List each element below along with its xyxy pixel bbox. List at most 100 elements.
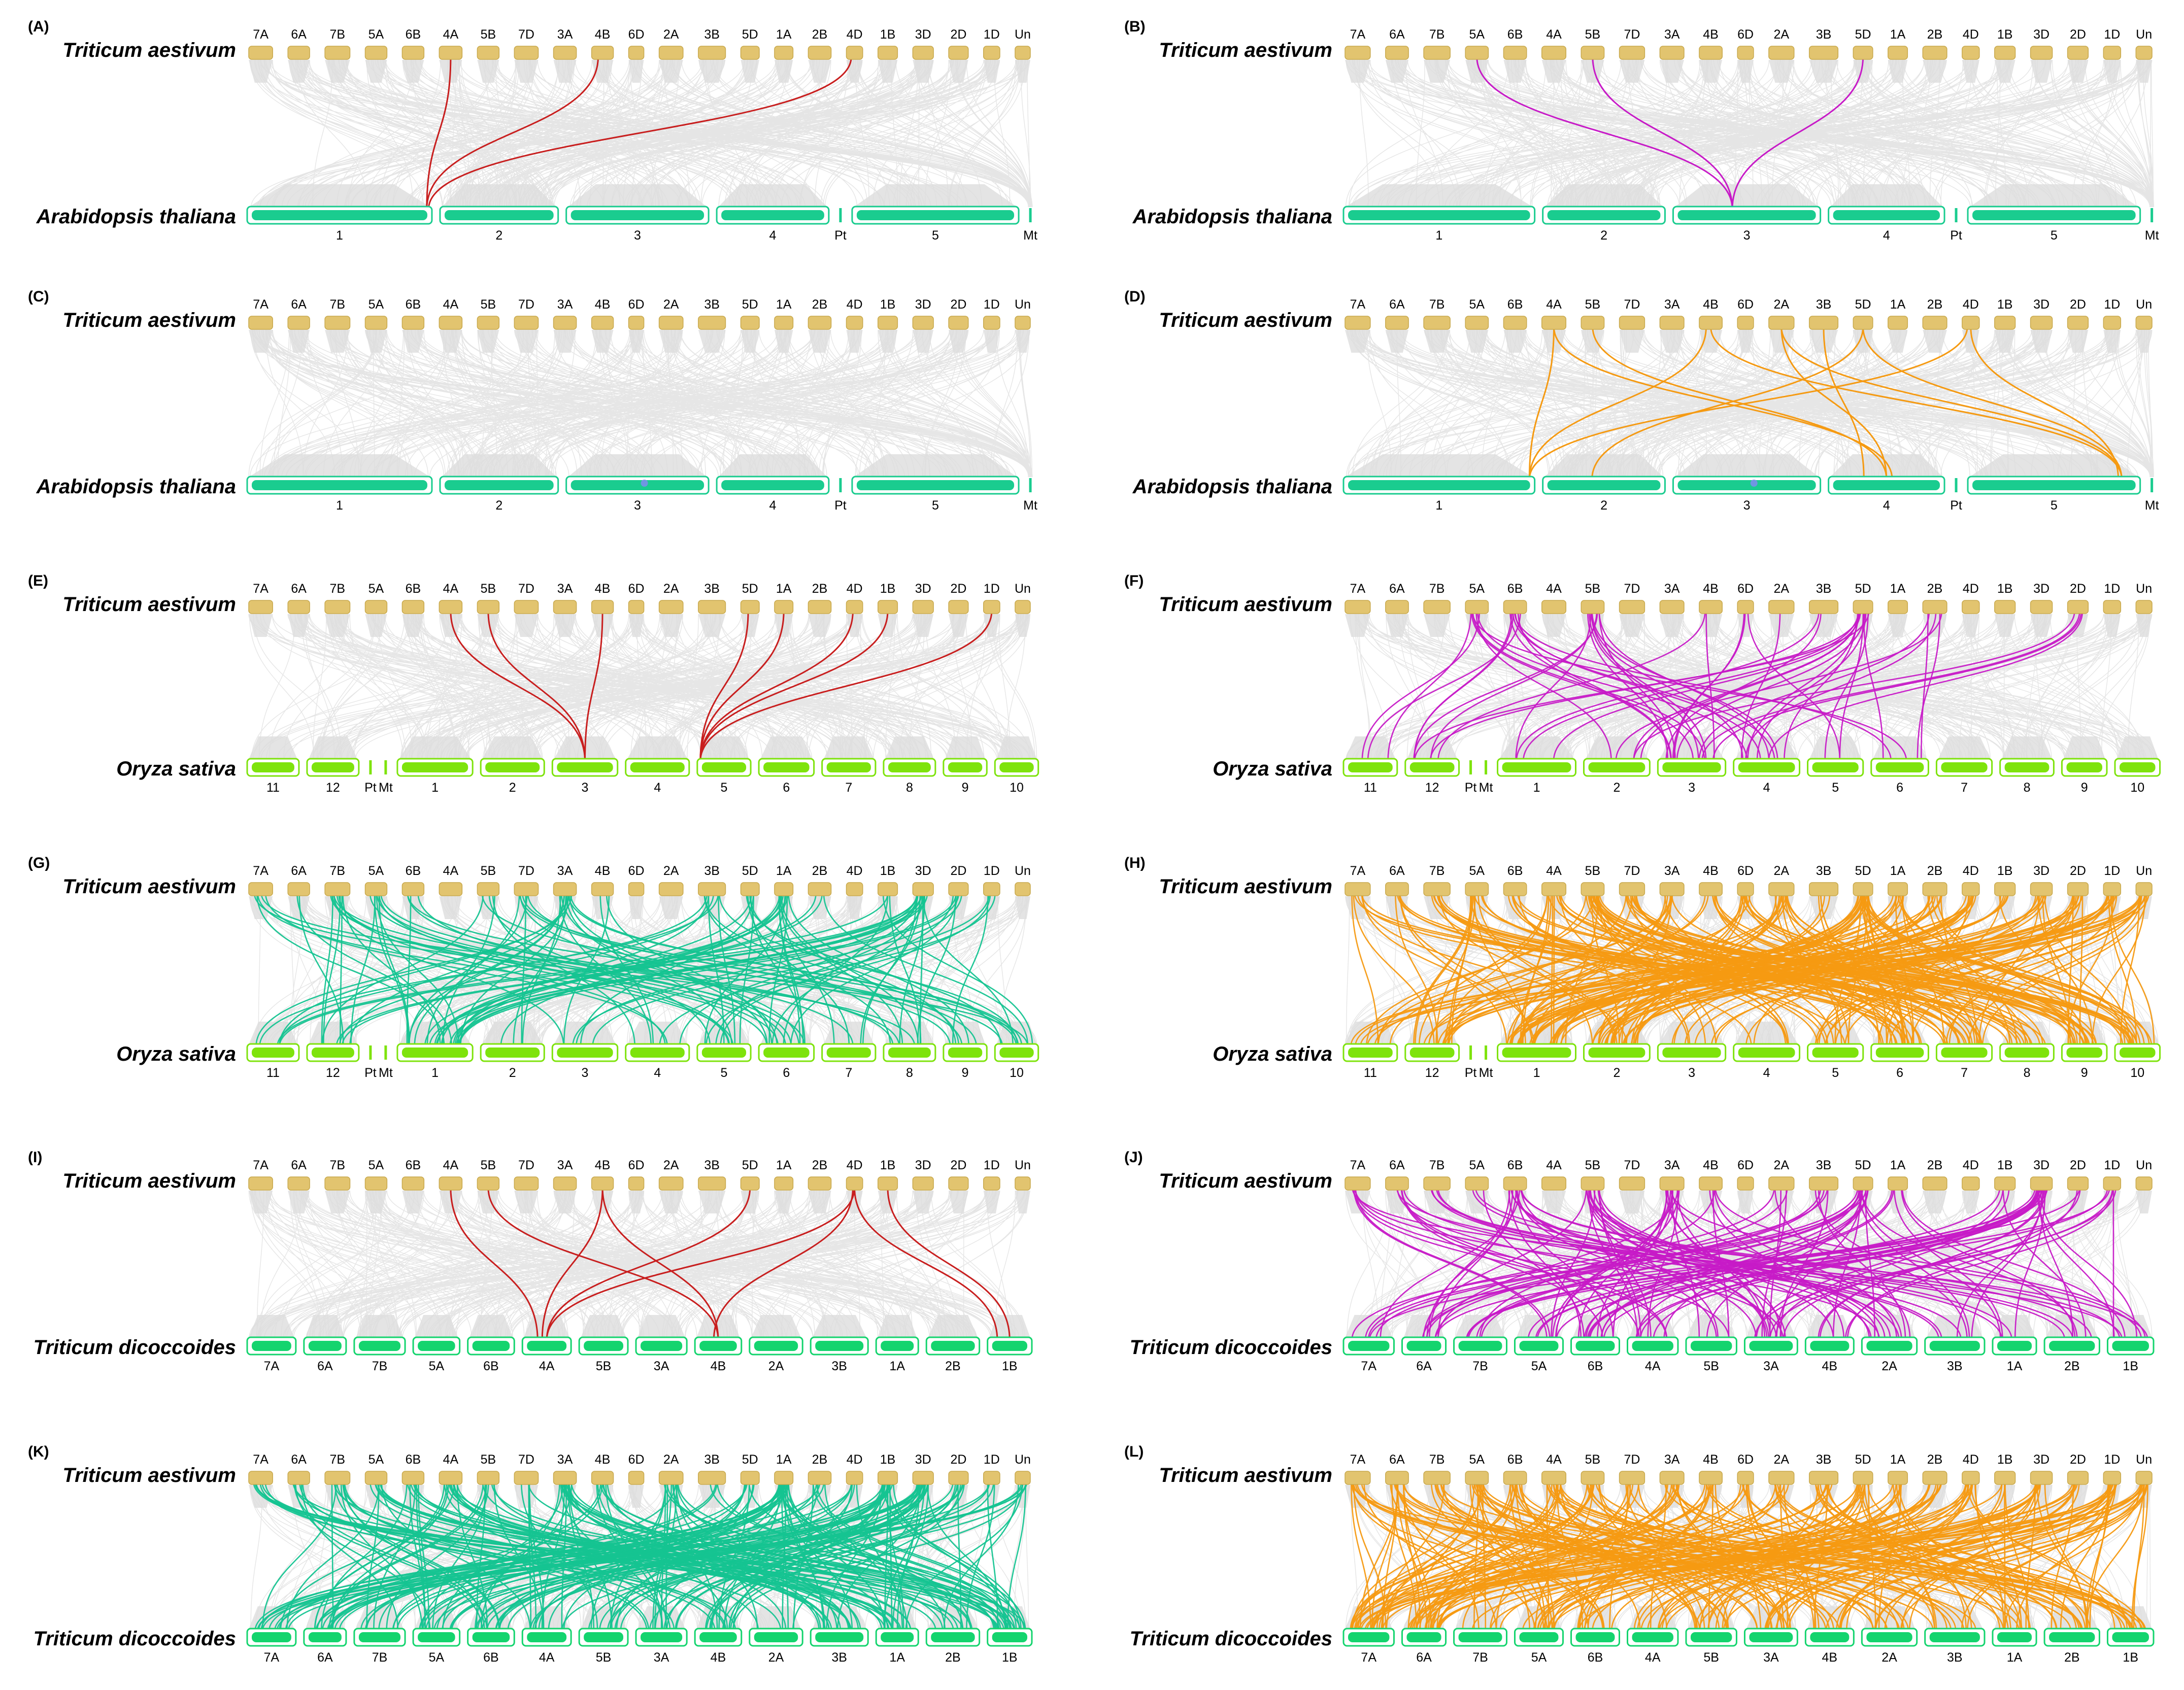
rice-chromosome-label: Mt <box>379 781 393 795</box>
bottom-fan <box>853 184 1018 207</box>
dic-chromosome-5B <box>584 1341 624 1351</box>
collinear-gene-link <box>720 893 954 1047</box>
collinear-gene-link <box>1380 1187 1520 1340</box>
wheat-chromosome-5B <box>477 882 500 896</box>
bottom-fan <box>812 1315 867 1338</box>
wheat-chromosome-5D <box>740 882 760 896</box>
rice-chromosome-2 <box>1588 1047 1645 1058</box>
dic-chromosome-label: 5B <box>1703 1650 1719 1665</box>
wheat-chromosome-4B <box>591 600 614 614</box>
top-fan <box>1737 1191 1754 1213</box>
bottom-fan <box>249 736 297 759</box>
top-species-label: Triticum aestivum <box>62 1464 236 1486</box>
arab-organelle-Pt <box>839 208 842 222</box>
collinear-gene-link <box>1353 893 1435 1047</box>
top-fan <box>325 60 350 83</box>
wheat-chromosome-label: 1B <box>1997 297 2013 312</box>
collinear-gene-link <box>450 1187 539 1340</box>
collinear-gene-link <box>1354 1481 1678 1632</box>
collinear-gene-link <box>1956 1187 2044 1340</box>
collinear-gene-link <box>1774 1481 1935 1632</box>
rice-chromosome-label: 6 <box>783 1066 790 1080</box>
dic-chromosome-2A <box>1866 1341 1912 1351</box>
top-fan <box>878 896 898 919</box>
collinear-gene-link <box>458 893 960 1047</box>
wheat-chromosome-label: 4A <box>443 1452 459 1467</box>
rice-chromosome-8 <box>2004 762 2049 772</box>
collinear-gene-link <box>1604 893 2146 1047</box>
wheat-chromosome-label: 7D <box>1624 864 1640 878</box>
wheat-chromosome-label: 6B <box>1507 297 1523 312</box>
collinear-gene-link <box>1867 893 2074 1047</box>
wheat-chromosome-1A <box>774 46 794 60</box>
rice-chromosome-3 <box>1662 1047 1721 1058</box>
wheat-chromosome-label: 7D <box>1624 582 1640 596</box>
wheat-chromosome-label: 4B <box>595 582 611 596</box>
wheat-chromosome-label: 5A <box>1469 297 1485 312</box>
dic-chromosome-1B <box>2112 1632 2149 1642</box>
wheat-chromosome-label: 2D <box>2070 1158 2086 1172</box>
top-fan <box>1737 614 1754 637</box>
wheat-chromosome-label: 5D <box>1855 1452 1871 1467</box>
rice-chromosome-2 <box>485 762 540 772</box>
collinear-gene-link <box>1476 1187 1861 1340</box>
panel-label: (G) <box>28 855 50 871</box>
wheat-chromosome-label: 4D <box>847 1452 863 1467</box>
wheat-chromosome-3A <box>1659 882 1685 896</box>
wheat-chromosome-label: 6D <box>628 864 645 878</box>
dic-chromosome-1B <box>992 1632 1027 1642</box>
collinear-gene-link <box>1671 893 1981 1047</box>
wheat-chromosome-label: 4A <box>1546 1452 1562 1467</box>
wheat-chromosome-3D <box>912 46 934 60</box>
highlight-links <box>450 1187 1011 1340</box>
top-fan <box>808 60 831 83</box>
wheat-chromosome-label: 2D <box>950 1452 966 1467</box>
wheat-chromosome-label: 7A <box>1350 27 1366 42</box>
dic-chromosome-label: 5A <box>1531 1359 1547 1373</box>
wheat-chromosome-3D <box>912 316 934 330</box>
collinear-gene-link <box>1356 1481 1713 1632</box>
collinear-gene-link <box>1425 1481 1827 1632</box>
wheat-chromosome-label: 3A <box>1664 582 1680 596</box>
top-fan <box>659 614 683 637</box>
collinear-gene-link <box>780 893 835 1047</box>
wheat-chromosome-label: 5B <box>1585 1158 1601 1172</box>
bottom-fan <box>554 1022 616 1044</box>
top-species-label: Triticum aestivum <box>1159 593 1332 616</box>
collinear-gene-link <box>966 1481 995 1632</box>
arab-chromosome-label: Pt <box>834 498 847 513</box>
top-fan <box>1923 60 1947 83</box>
rice-chromosome-label: 3 <box>1688 781 1695 795</box>
dic-chromosome-label: 6A <box>317 1359 333 1373</box>
top-species-label: Triticum aestivum <box>1159 1170 1332 1192</box>
wheat-chromosome-3A <box>553 1471 577 1485</box>
bottom-species-label: Oryza sativa <box>116 1043 236 1065</box>
wheat-chromosome-label: 7A <box>1350 864 1366 878</box>
wheat-chromosome-2D <box>2067 600 2089 614</box>
collinear-gene-link <box>703 893 891 1047</box>
collinear-gene-link <box>675 1481 758 1632</box>
rice-chromosome-label: Mt <box>1479 1066 1493 1080</box>
wheat-chromosome-label: 5B <box>481 582 496 596</box>
top-fan <box>878 60 898 83</box>
wheat-chromosome-label: 5D <box>1855 297 1871 312</box>
bottom-fan <box>305 1315 345 1338</box>
collinear-gene-link <box>1442 1481 1605 1632</box>
rice-chromosome-label: 5 <box>721 781 728 795</box>
wheat-chromosome-5B <box>477 1176 500 1191</box>
wheat-chromosome-label: Un <box>2136 864 2152 878</box>
wheat-chromosome-2A <box>1768 316 1795 330</box>
wheat-chromosome-1D <box>2103 1176 2122 1191</box>
wheat-chromosome-1B <box>877 600 898 614</box>
wheat-chromosome-5B <box>1581 316 1605 330</box>
collinear-gene-link <box>1860 1481 1972 1632</box>
arab-organelle-Mt <box>2151 478 2154 492</box>
collinear-gene-link <box>520 1481 598 1632</box>
collinear-gene-link <box>1698 611 1930 762</box>
arab-chromosome-4 <box>1833 480 1940 490</box>
collinear-gene-link <box>1701 611 2080 762</box>
dic-chromosome-7B <box>1458 1632 1502 1642</box>
collinear-gene-link <box>1527 1187 2001 1340</box>
wheat-chromosome-label: 6A <box>291 1452 307 1467</box>
